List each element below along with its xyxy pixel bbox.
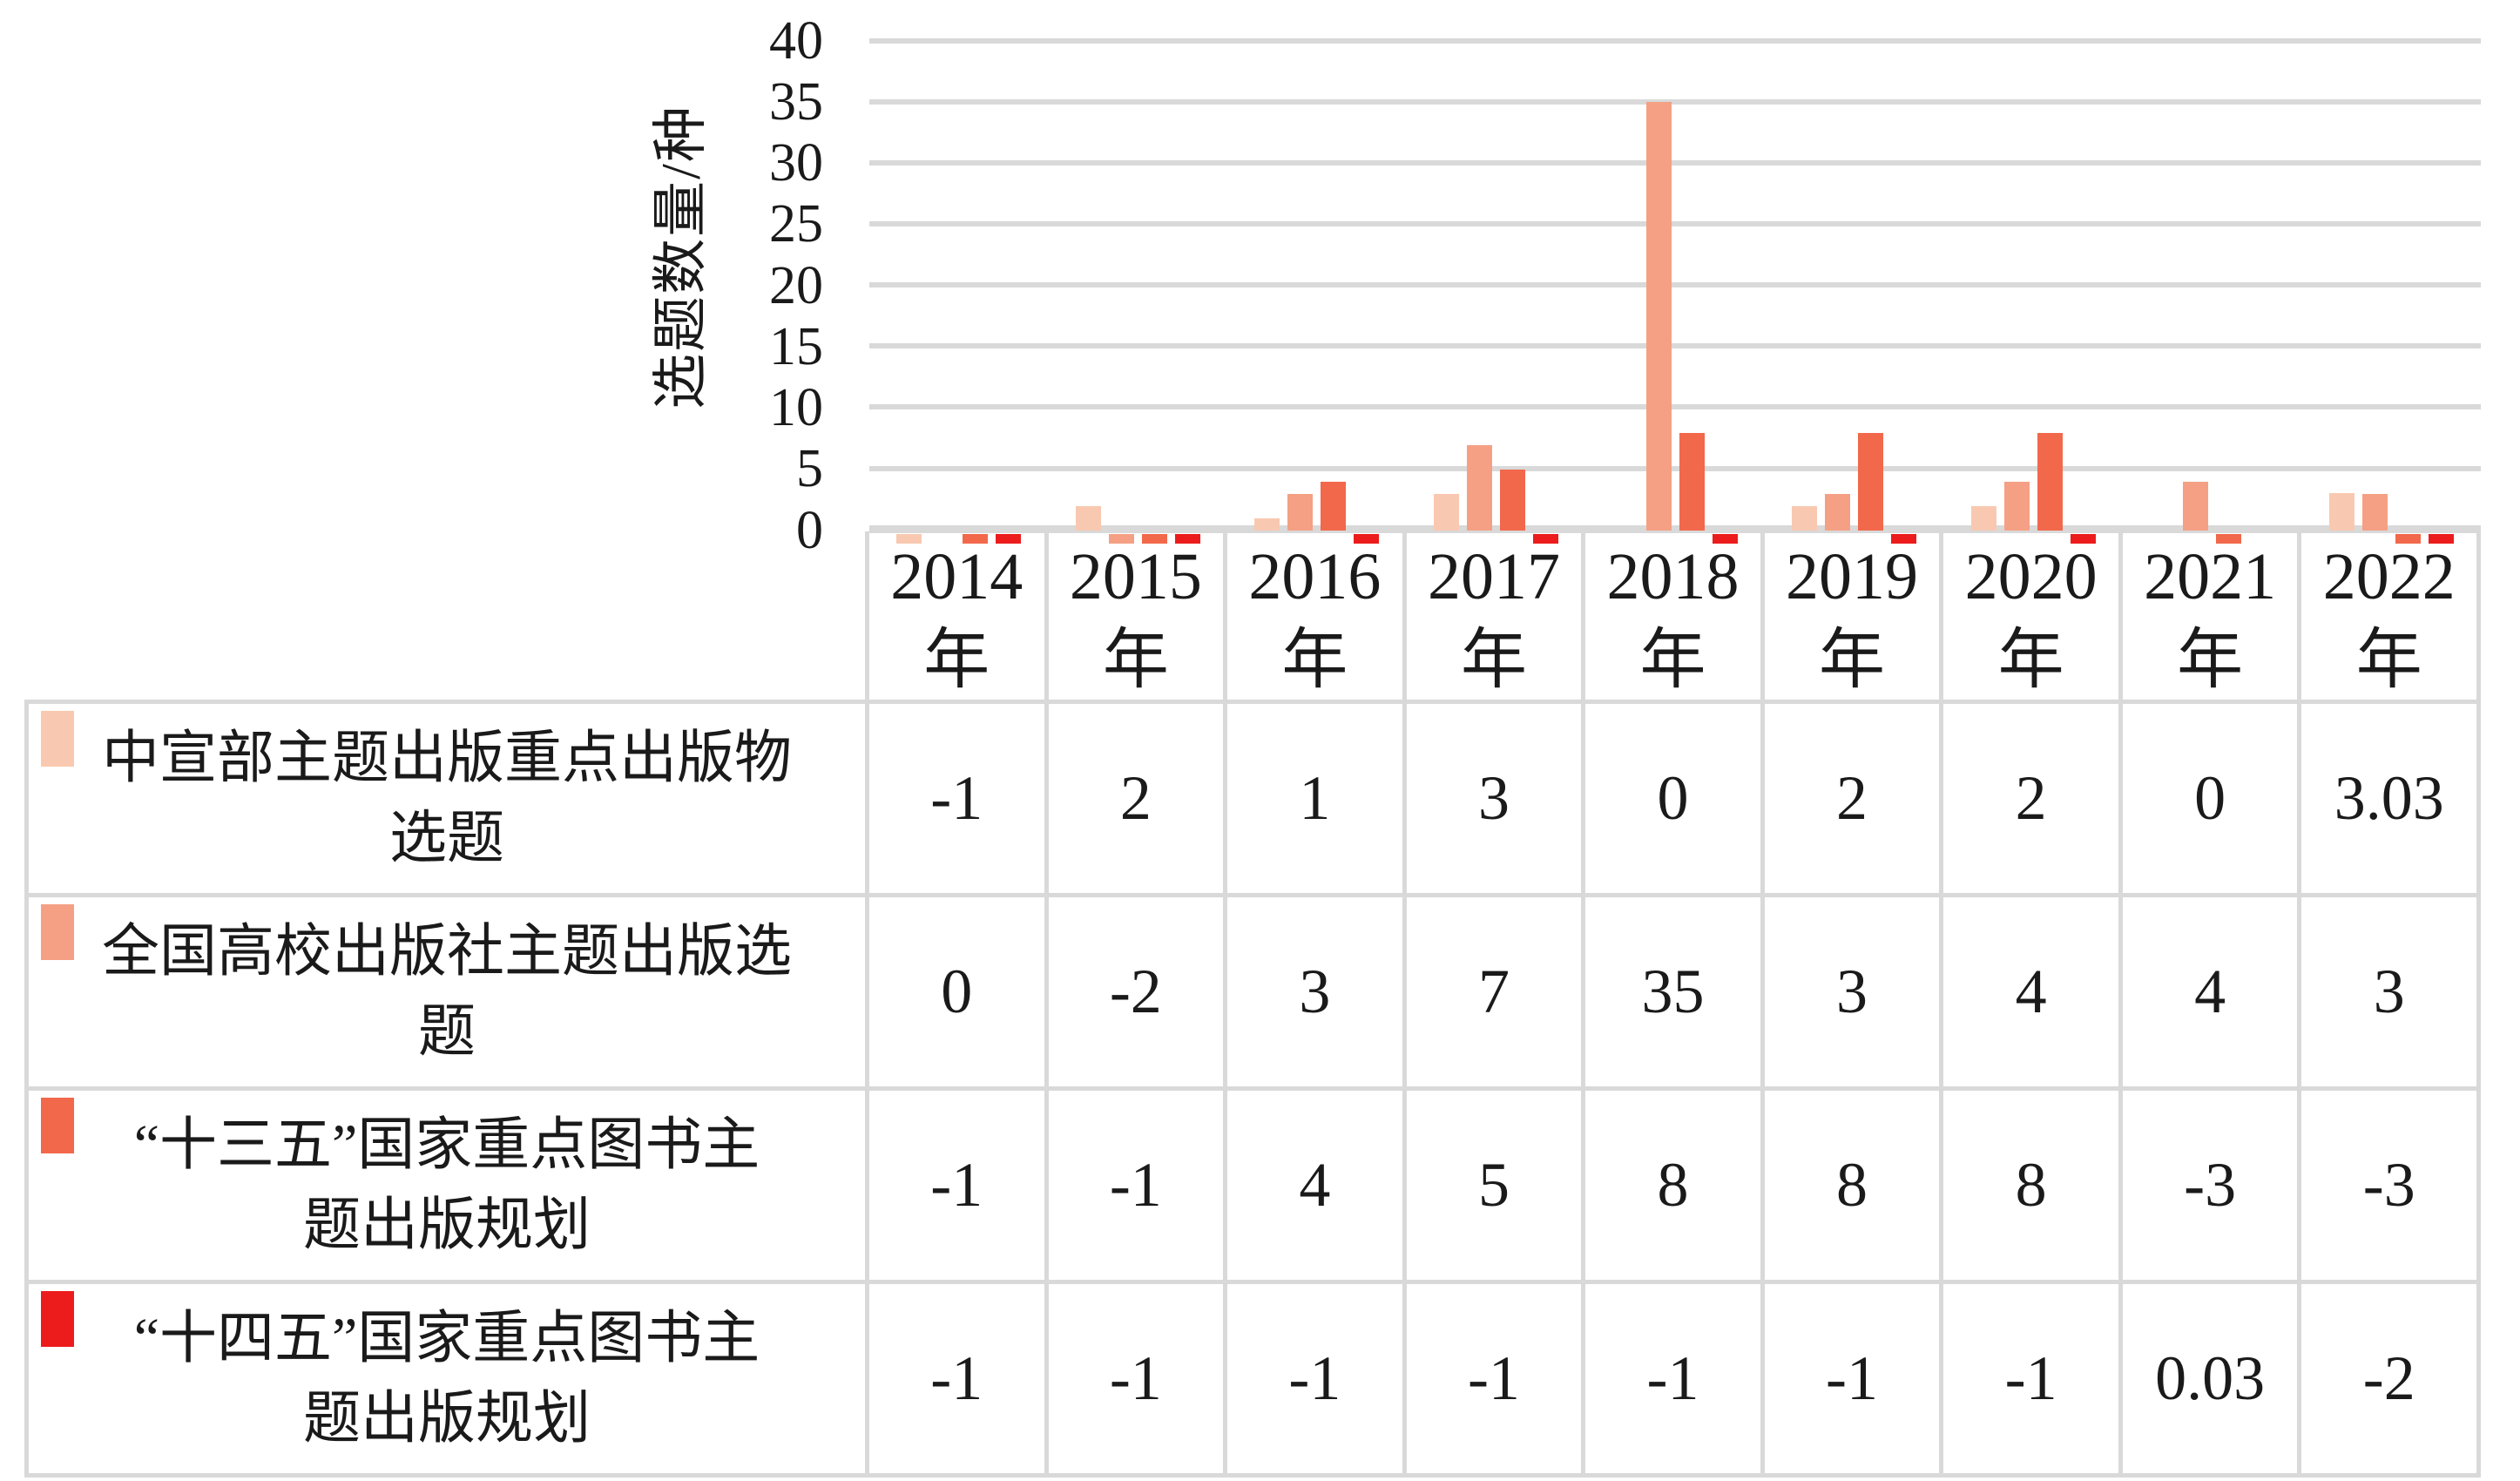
bar-2017年-series3 [1499, 470, 1525, 531]
bar-2018年-series3 [1679, 433, 1705, 531]
year-header-2021: 2021 年 [2122, 531, 2302, 704]
table-cell-r3-2017: 5 [1406, 1091, 1586, 1284]
table-cell-r1-2020: 2 [1943, 704, 2123, 897]
legend-row-series2: 全国高校出版社主题出版选题 [24, 897, 869, 1091]
y-tick-10: 10 [769, 378, 823, 437]
gridline-30 [869, 160, 2481, 166]
table-cell-r1-2019: 2 [1764, 704, 1944, 897]
y-tick-20: 20 [769, 256, 823, 315]
table-cell-r3-2020: 8 [1943, 1091, 2123, 1284]
table-cell-r2-2017: 7 [1406, 897, 1586, 1091]
bar-2020年-series2 [2003, 482, 2030, 531]
series4-label: “十四五”国家重点图书主 题出版规划 [133, 1306, 760, 1451]
table-cell-r3-2018: 8 [1585, 1091, 1765, 1284]
table-cell-r4-2016: -1 [1227, 1284, 1407, 1478]
table-cell-r4-2015: -1 [1048, 1284, 1228, 1478]
table-cell-r2-2019: 3 [1764, 897, 1944, 1091]
y-tick-40: 40 [769, 11, 823, 71]
year-header-2016: 2016 年 [1227, 531, 1407, 704]
legend-row-series4: “十四五”国家重点图书主 题出版规划 [24, 1284, 869, 1478]
table-cell-r1-2016: 1 [1227, 704, 1407, 897]
bar-2017年-series2 [1466, 445, 1492, 531]
year-header-2014: 2014 年 [869, 531, 1049, 704]
table-cell-r1-2018: 0 [1585, 704, 1765, 897]
series3-legend-swatch-icon [41, 1098, 74, 1153]
bar-2020年-series3 [2037, 433, 2063, 531]
table-cell-r4-2018: -1 [1585, 1284, 1765, 1478]
table-cell-r4-2019: -1 [1764, 1284, 1944, 1478]
table-cell-r1-2015: 2 [1048, 704, 1228, 897]
series1-label: 中宣部主题出版重点出版物 选题 [102, 726, 792, 870]
table-cell-r3-2016: 4 [1227, 1091, 1407, 1284]
table-cell-r4-2020: -1 [1943, 1284, 2123, 1478]
y-tick-0: 0 [796, 501, 823, 560]
table-cell-r3-2015: -1 [1048, 1091, 1228, 1284]
table-cell-r1-2014: -1 [869, 704, 1049, 897]
table-cell-r1-2022: 3.03 [2301, 704, 2481, 897]
bar-2016年-series3 [1321, 482, 1347, 531]
data-table: 2014 年 2015 年 2016 年 2017 年 2018 年 2019 年 2020… [24, 531, 2481, 1478]
table-corner-cell [24, 531, 869, 704]
gridline-20 [869, 282, 2481, 287]
y-tick-25: 25 [769, 194, 823, 254]
y-tick-15: 15 [769, 317, 823, 376]
table-cell-r3-2021: -3 [2122, 1091, 2302, 1284]
gridline-15 [869, 343, 2481, 348]
gridline-40 [869, 38, 2481, 44]
legend-row-series1: 中宣部主题出版重点出版物 选题 [24, 704, 869, 897]
year-header-2019: 2019 年 [1764, 531, 1944, 704]
table-cell-r4-2022: -2 [2301, 1284, 2481, 1478]
series3-label: “十三五”国家重点图书主 题出版规划 [133, 1112, 760, 1257]
x-axis-line [869, 525, 2481, 533]
table-cell-r2-2015: -2 [1048, 897, 1228, 1091]
series2-label: 全国高校出版社主题出版选题 [102, 919, 792, 1064]
legend-row-series3: “十三五”国家重点图书主 题出版规划 [24, 1091, 869, 1284]
table-cell-r1-2021: 0 [2122, 704, 2302, 897]
year-header-2018: 2018 年 [1585, 531, 1765, 704]
gridline-5 [869, 466, 2481, 471]
table-cell-r2-2021: 4 [2122, 897, 2302, 1091]
table-cell-r2-2018: 35 [1585, 897, 1765, 1091]
series4-legend-swatch-icon [41, 1291, 74, 1347]
gridline-10 [869, 404, 2481, 409]
table-cell-r2-2022: 3 [2301, 897, 2481, 1091]
gridline-25 [869, 221, 2481, 227]
y-tick-5: 5 [796, 439, 823, 498]
year-header-2015: 2015 年 [1048, 531, 1228, 704]
bar-2021年-series2 [2183, 482, 2209, 531]
bar-2019年-series3 [1858, 433, 1884, 531]
year-header-2022: 2022 年 [2301, 531, 2481, 704]
table-cell-r4-2017: -1 [1406, 1284, 1586, 1478]
table-cell-r2-2016: 3 [1227, 897, 1407, 1091]
table-cell-r3-2019: 8 [1764, 1091, 1944, 1284]
table-cell-r3-2014: -1 [869, 1091, 1049, 1284]
table-cell-r3-2022: -3 [2301, 1091, 2481, 1284]
table-cell-r4-2021: 0.03 [2122, 1284, 2302, 1478]
table-cell-r4-2014: -1 [869, 1284, 1049, 1478]
y-tick-35: 35 [769, 72, 823, 132]
table-cell-r2-2014: 0 [869, 897, 1049, 1091]
table-cell-r1-2017: 3 [1406, 704, 1586, 897]
series2-legend-swatch-icon [41, 904, 74, 960]
table-cell-r2-2020: 4 [1943, 897, 2123, 1091]
series1-legend-swatch-icon [41, 711, 74, 767]
y-tick-30: 30 [769, 133, 823, 193]
year-header-2017: 2017 年 [1406, 531, 1586, 704]
gridline-35 [869, 99, 2481, 105]
year-header-2020: 2020 年 [1943, 531, 2123, 704]
